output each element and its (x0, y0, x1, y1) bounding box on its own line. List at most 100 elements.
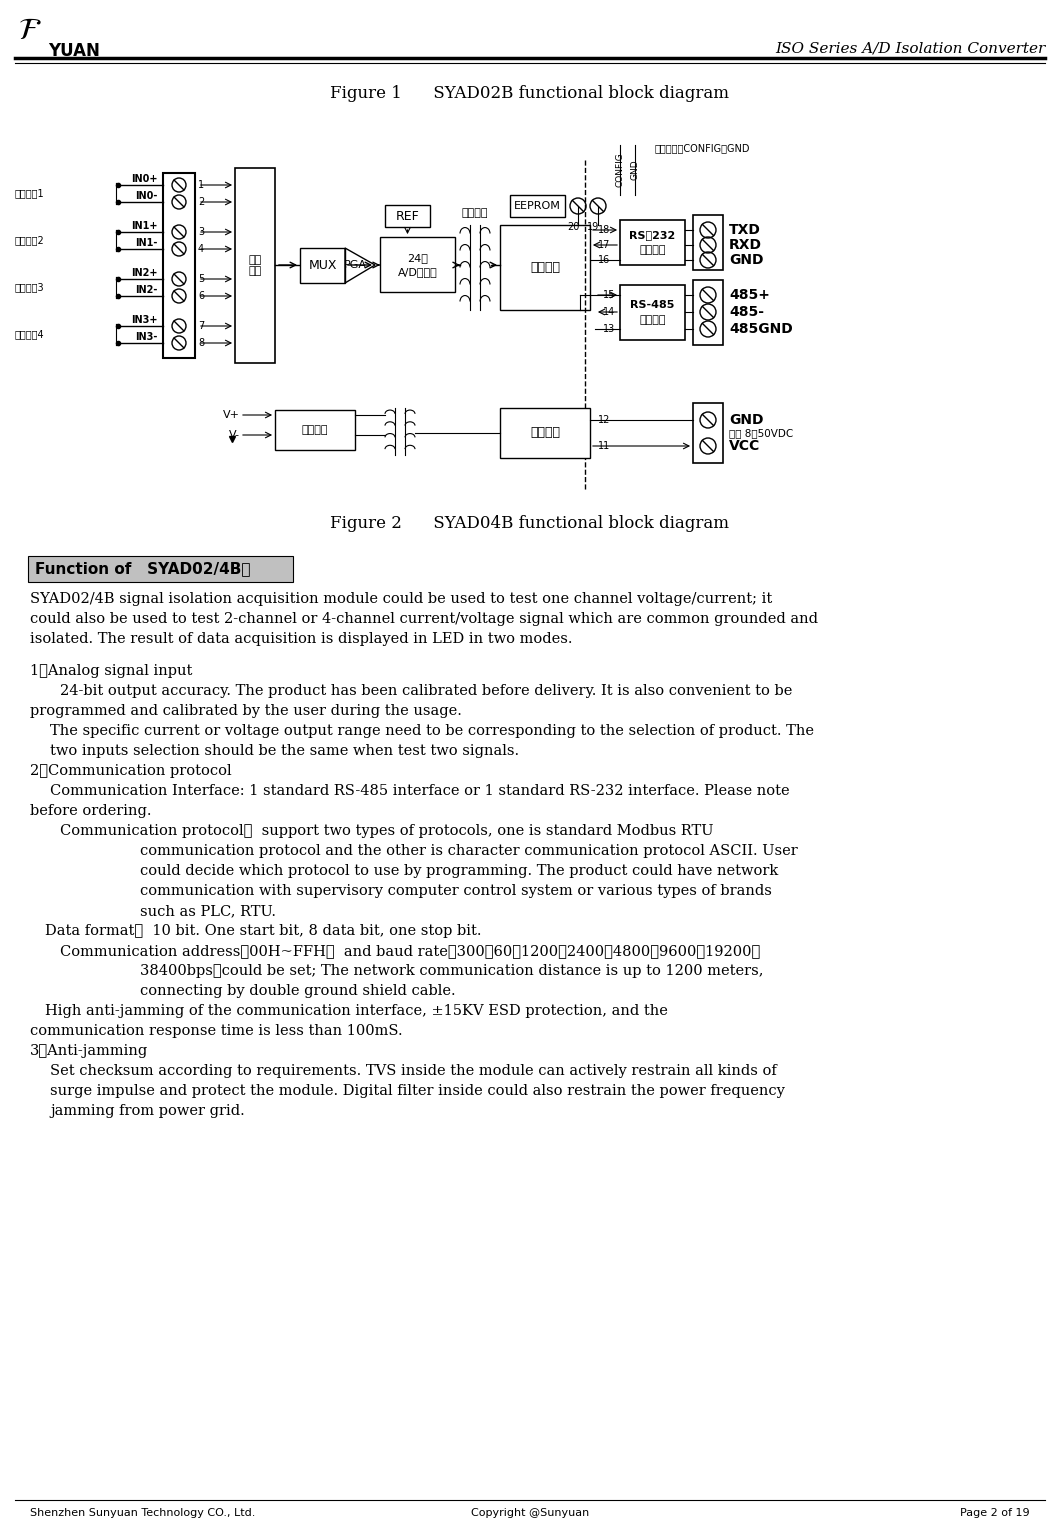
Text: 隔离电路: 隔离电路 (462, 208, 489, 219)
Text: 8: 8 (198, 338, 205, 348)
Text: 输入通道1: 输入通道1 (15, 188, 45, 199)
Bar (620, 286, 685, 341)
Text: IN1+: IN1+ (131, 222, 158, 231)
Text: Figure 1      SYAD02B functional block diagram: Figure 1 SYAD02B functional block diagra… (331, 86, 729, 102)
Text: 电源电路: 电源电路 (530, 426, 560, 440)
Text: 1、Analog signal input: 1、Analog signal input (30, 665, 192, 678)
Text: RXD: RXD (729, 238, 762, 252)
Bar (163, 173, 195, 358)
Text: IN0-: IN0- (136, 191, 158, 202)
Text: GND: GND (729, 413, 763, 426)
Text: 3、Anti-jamming: 3、Anti-jamming (30, 1044, 148, 1057)
Text: 12: 12 (598, 416, 609, 425)
Text: communication protocol and the other is character communication protocol ASCII. : communication protocol and the other is … (140, 843, 798, 859)
Text: 11: 11 (598, 442, 609, 451)
Text: Data format：  10 bit. One start bit, 8 data bit, one stop bit.: Data format： 10 bit. One start bit, 8 da… (45, 924, 481, 938)
Bar (379, 237, 455, 292)
Text: EEPROM: EEPROM (514, 202, 561, 211)
Text: The specific current or voltage output range need to be corresponding to the sel: The specific current or voltage output r… (50, 724, 814, 738)
Text: 485GND: 485GND (729, 322, 793, 336)
Text: 2: 2 (198, 197, 205, 206)
Text: 输入
电路: 输入 电路 (248, 255, 262, 277)
Text: 15: 15 (603, 290, 615, 299)
Text: A/D转换器: A/D转换器 (398, 267, 438, 278)
Text: 微处理器: 微处理器 (530, 261, 560, 274)
Text: Page 2 of 19: Page 2 of 19 (960, 1508, 1030, 1517)
Text: 17: 17 (598, 240, 609, 251)
Text: Communication protocol：  support two types of protocols, one is standard Modbus : Communication protocol： support two type… (60, 824, 713, 837)
Text: 电源 8－50VDC: 电源 8－50VDC (729, 428, 793, 439)
Text: RS-485: RS-485 (631, 299, 674, 310)
Text: PGA: PGA (343, 260, 367, 270)
Text: such as PLC, RTU.: such as PLC, RTU. (140, 905, 276, 918)
Text: IN2+: IN2+ (131, 267, 158, 278)
Text: IN2-: IN2- (136, 286, 158, 295)
Text: communication response time is less than 100mS.: communication response time is less than… (30, 1024, 403, 1038)
Text: 19: 19 (587, 222, 599, 232)
Text: REF: REF (395, 209, 420, 223)
Text: programmed and calibrated by the user during the usage.: programmed and calibrated by the user du… (30, 704, 462, 718)
Text: 3: 3 (198, 228, 205, 237)
Text: jamming from power grid.: jamming from power grid. (50, 1105, 245, 1118)
Bar (385, 205, 430, 228)
Text: Communication Interface: 1 standard RS-485 interface or 1 standard RS-232 interf: Communication Interface: 1 standard RS-4… (50, 784, 790, 798)
Text: RS－232: RS－232 (630, 231, 675, 240)
Text: Copyright @Sunyuan: Copyright @Sunyuan (471, 1508, 589, 1517)
Text: GND: GND (631, 160, 639, 180)
Text: High anti-jamming of the communication interface, ±15KV ESD protection, and the: High anti-jamming of the communication i… (45, 1004, 668, 1018)
Text: 485-: 485- (729, 306, 764, 319)
Text: before ordering.: before ordering. (30, 804, 152, 817)
Text: 24位: 24位 (407, 254, 428, 263)
Text: 14: 14 (603, 307, 615, 316)
Text: 485+: 485+ (729, 287, 770, 303)
Bar (500, 408, 590, 458)
Text: V-: V- (229, 429, 240, 440)
Text: surge impulse and protect the module. Digital filter inside could also restrain : surge impulse and protect the module. Di… (50, 1083, 784, 1099)
Text: 7: 7 (198, 321, 205, 332)
Text: 接口电路: 接口电路 (639, 246, 666, 255)
Bar (500, 225, 590, 310)
Bar (275, 410, 355, 451)
Text: 38400bps）could be set; The network communication distance is up to 1200 meters,: 38400bps）could be set; The network commu… (140, 964, 763, 978)
Text: 13: 13 (603, 324, 615, 335)
Text: Figure 2      SYAD04B functional block diagram: Figure 2 SYAD04B functional block diagra… (331, 515, 729, 532)
Bar (620, 220, 685, 264)
Text: 1: 1 (198, 180, 205, 189)
Text: 20: 20 (567, 222, 579, 232)
Text: Shenzhen Sunyuan Technology CO., Ltd.: Shenzhen Sunyuan Technology CO., Ltd. (30, 1508, 255, 1517)
Text: 6: 6 (198, 290, 205, 301)
Text: 4: 4 (198, 244, 205, 254)
Text: IN0+: IN0+ (131, 174, 158, 183)
Text: V+: V+ (223, 410, 240, 420)
Text: 配置时短接CONFIG到GND: 配置时短接CONFIG到GND (655, 144, 750, 153)
Bar (510, 196, 565, 217)
Text: VCC: VCC (729, 439, 760, 452)
Text: 输入通道2: 输入通道2 (15, 235, 45, 244)
Text: IN3-: IN3- (136, 332, 158, 342)
Text: CONFIG: CONFIG (616, 153, 624, 188)
Text: $\mathcal{F}$: $\mathcal{F}$ (18, 15, 41, 46)
Text: 18: 18 (598, 225, 609, 235)
Text: Set checksum according to requirements. TVS inside the module can actively restr: Set checksum according to requirements. … (50, 1063, 777, 1077)
Text: 5: 5 (198, 274, 205, 284)
Text: MUX: MUX (308, 260, 337, 272)
Text: Communication address（00H~FFH）  and baud rate（300　60　1200　2400　4800　9600　19200、: Communication address（00H~FFH） and baud … (60, 944, 760, 958)
Text: 滤波电路: 滤波电路 (302, 425, 329, 435)
Text: SYAD02/4B signal isolation acquisition module could be used to test one channel : SYAD02/4B signal isolation acquisition m… (30, 591, 773, 607)
Bar (28, 556, 293, 582)
Text: two inputs selection should be the same when test two signals.: two inputs selection should be the same … (50, 744, 519, 758)
Text: 输入通道4: 输入通道4 (15, 329, 45, 339)
Text: could also be used to test 2-channel or 4-channel current/voltage signal which a: could also be used to test 2-channel or … (30, 613, 818, 626)
Text: YUAN: YUAN (48, 41, 100, 60)
Text: 接口电路: 接口电路 (639, 315, 666, 325)
Text: IN1-: IN1- (136, 238, 158, 248)
Bar (693, 280, 723, 345)
Text: Function of   SYAD02/4B：: Function of SYAD02/4B： (35, 561, 250, 576)
Text: isolated. The result of data acquisition is displayed in LED in two modes.: isolated. The result of data acquisition… (30, 633, 572, 646)
Text: communication with supervisory computer control system or various types of brand: communication with supervisory computer … (140, 885, 772, 898)
Text: 输入通道3: 输入通道3 (15, 283, 45, 292)
Text: 16: 16 (598, 255, 609, 264)
Text: GND: GND (729, 254, 763, 267)
Text: connecting by double ground shield cable.: connecting by double ground shield cable… (140, 984, 456, 998)
Text: TXD: TXD (729, 223, 761, 237)
